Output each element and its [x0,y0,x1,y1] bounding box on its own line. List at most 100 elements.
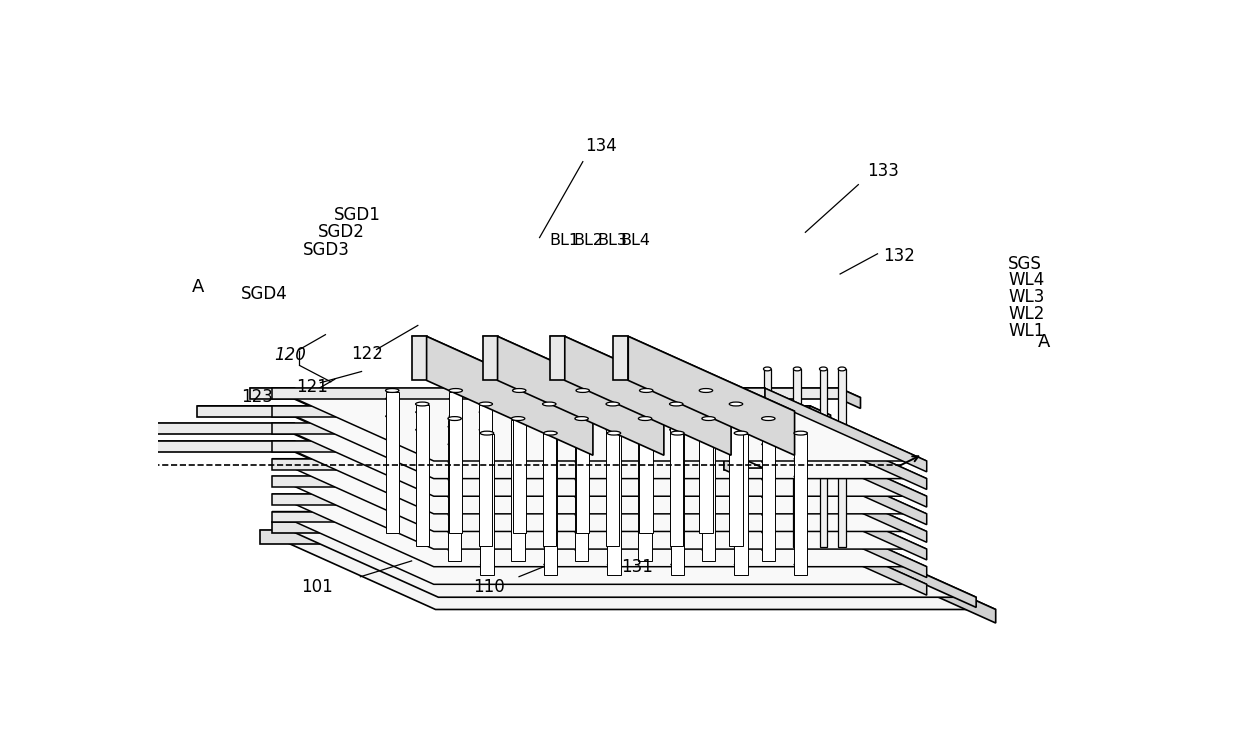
Polygon shape [639,420,652,561]
Ellipse shape [761,513,775,517]
Ellipse shape [670,481,683,485]
Ellipse shape [415,481,429,485]
Ellipse shape [543,431,557,435]
Ellipse shape [543,428,556,432]
Ellipse shape [671,545,684,549]
Ellipse shape [577,520,589,523]
Ellipse shape [670,516,683,520]
Ellipse shape [670,410,683,414]
Ellipse shape [671,528,684,531]
Ellipse shape [479,498,492,502]
Polygon shape [750,441,771,461]
Ellipse shape [577,450,589,453]
Polygon shape [614,336,795,411]
Text: BL2: BL2 [574,233,604,248]
Ellipse shape [415,498,429,502]
Ellipse shape [820,367,827,371]
Ellipse shape [449,520,463,523]
Ellipse shape [448,425,461,429]
Ellipse shape [543,493,557,496]
Ellipse shape [761,531,775,534]
Polygon shape [743,441,771,451]
Ellipse shape [734,493,748,496]
Ellipse shape [543,510,557,513]
Ellipse shape [729,446,743,449]
Ellipse shape [511,443,525,446]
Polygon shape [761,420,775,561]
Ellipse shape [480,440,494,443]
Text: 122: 122 [352,345,383,363]
Polygon shape [427,336,593,455]
Ellipse shape [640,450,653,453]
Ellipse shape [734,545,748,549]
Polygon shape [575,420,588,561]
Polygon shape [780,424,801,443]
Ellipse shape [448,478,461,482]
Text: 134: 134 [585,137,616,155]
Polygon shape [724,459,743,470]
Polygon shape [260,531,996,609]
Ellipse shape [699,520,713,523]
Ellipse shape [386,520,399,523]
Polygon shape [197,406,294,416]
Ellipse shape [480,510,494,513]
Ellipse shape [577,485,589,488]
Polygon shape [249,388,315,397]
Polygon shape [743,406,831,415]
Ellipse shape [512,388,526,392]
Ellipse shape [639,496,652,499]
Polygon shape [479,405,492,546]
Polygon shape [272,441,926,514]
Ellipse shape [702,416,715,421]
Ellipse shape [608,528,621,531]
Polygon shape [449,392,463,533]
Ellipse shape [606,410,620,414]
Ellipse shape [699,397,713,400]
Ellipse shape [575,443,588,446]
Ellipse shape [640,397,653,400]
Polygon shape [272,459,765,470]
Polygon shape [272,523,976,597]
Polygon shape [810,406,831,426]
Ellipse shape [543,516,556,520]
Text: BL4: BL4 [620,233,651,248]
Polygon shape [564,336,732,455]
Ellipse shape [699,468,713,471]
Ellipse shape [479,446,492,449]
Ellipse shape [575,460,588,464]
Ellipse shape [577,397,589,400]
Polygon shape [614,336,629,380]
Ellipse shape [512,450,526,453]
Polygon shape [765,494,926,578]
Ellipse shape [639,513,652,517]
Polygon shape [512,392,526,533]
Ellipse shape [449,397,463,400]
Ellipse shape [734,457,748,460]
Ellipse shape [734,475,748,478]
Text: WL3: WL3 [1008,288,1044,306]
Ellipse shape [761,460,775,464]
Polygon shape [272,523,810,533]
Polygon shape [412,336,427,380]
Ellipse shape [699,432,713,435]
Ellipse shape [511,425,525,429]
Ellipse shape [606,481,620,485]
Polygon shape [386,392,399,533]
Ellipse shape [608,431,621,435]
Ellipse shape [415,516,429,520]
Ellipse shape [575,548,588,552]
Ellipse shape [449,432,463,435]
Ellipse shape [699,414,713,418]
Ellipse shape [575,425,588,429]
Ellipse shape [794,440,807,443]
Text: A: A [1038,333,1050,351]
Polygon shape [765,476,926,560]
Ellipse shape [575,496,588,499]
Polygon shape [549,336,564,380]
Text: A: A [192,278,205,295]
Polygon shape [765,388,926,472]
Text: SGD3: SGD3 [303,240,350,259]
Polygon shape [743,424,780,435]
Ellipse shape [512,520,526,523]
Polygon shape [765,459,926,542]
